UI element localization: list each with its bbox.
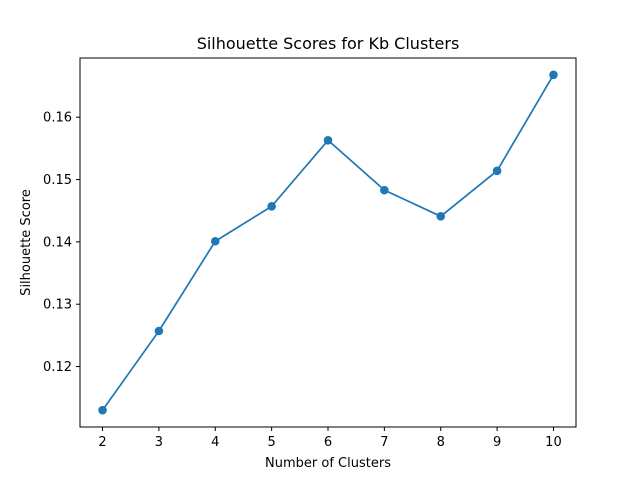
series-layer	[98, 70, 558, 415]
data-point-marker	[210, 236, 220, 246]
y-tick-label: 0.14	[43, 235, 72, 250]
data-point-marker	[436, 212, 446, 221]
x-tick-label: 8	[437, 435, 445, 450]
y-tick-label: 0.15	[43, 173, 72, 188]
x-tick-label: 9	[493, 435, 501, 450]
data-point-marker	[492, 166, 502, 176]
x-tick-label: 5	[267, 435, 275, 450]
y-tick-label: 0.13	[43, 298, 72, 313]
y-tick-label: 0.12	[43, 360, 72, 375]
x-axis-ticks: 2 3 4 5 6 7 8 9 10	[98, 427, 562, 450]
data-point-marker	[98, 405, 107, 415]
chart-title: Silhouette Scores for Kb Clusters	[197, 34, 460, 53]
plot-frame	[79, 57, 577, 428]
x-tick-label: 6	[324, 435, 332, 450]
x-tick-label: 10	[545, 435, 562, 450]
x-tick-label: 4	[211, 435, 219, 450]
data-point-marker	[154, 326, 164, 336]
data-point-marker	[549, 70, 558, 80]
data-point-marker	[267, 202, 276, 211]
x-tick-label: 7	[380, 435, 388, 450]
data-point-marker	[323, 135, 333, 145]
x-tick-label: 3	[155, 435, 163, 450]
plot-area	[80, 58, 576, 427]
x-tick-label: 2	[98, 435, 106, 450]
data-point-marker	[380, 185, 389, 195]
x-axis-title: Number of Clusters	[265, 456, 391, 471]
y-axis-title: Silhouette Score	[19, 189, 34, 296]
y-tick-label: 0.16	[43, 111, 72, 126]
y-axis-ticks: 0.12 0.13 0.14 0.15 0.16	[43, 111, 80, 375]
